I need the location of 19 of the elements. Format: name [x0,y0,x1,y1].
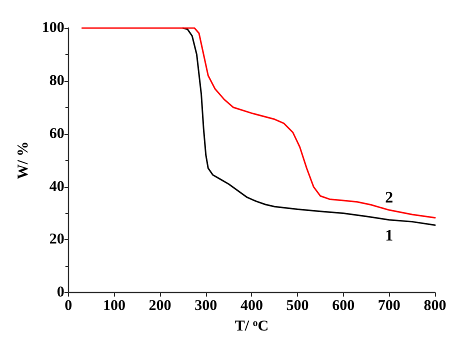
line-series [81,27,436,218]
y-axis-title: W/ % [16,141,32,180]
x-tick-label: 500 [286,298,309,314]
y-tick-label: 80 [49,72,64,89]
x-tick-label: 200 [148,298,172,314]
x-tick-label: 800 [424,298,446,314]
y-tick-label: 20 [49,232,64,248]
series-label: 1 [385,227,394,244]
y-tick-label: 0 [56,284,64,301]
y-tick-label: 60 [49,126,64,142]
x-tick-label: 300 [194,298,218,314]
series-label: 2 [385,190,394,207]
line-series [182,27,436,226]
y-tick-label: 40 [49,178,64,195]
x-tick-label: 400 [240,298,263,314]
x-tick-label: 700 [378,298,400,314]
x-tick-label: 600 [332,298,355,314]
x-tick-label: 100 [102,298,126,314]
y-tick-label: 100 [42,20,64,36]
